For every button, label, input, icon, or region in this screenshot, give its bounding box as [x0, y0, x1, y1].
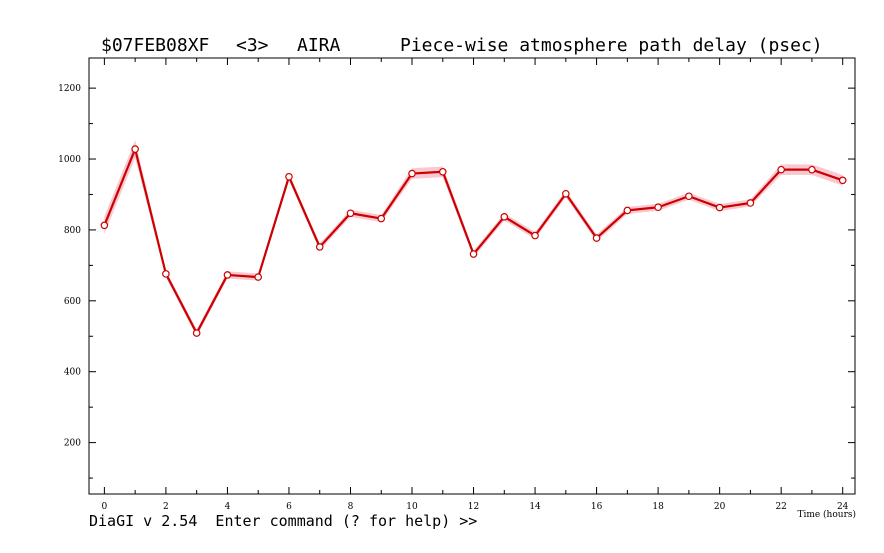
x-tick-label: 12	[468, 502, 479, 512]
data-point	[254, 273, 262, 281]
y-tick-label: 1200	[58, 84, 81, 94]
data-point	[654, 203, 662, 212]
x-tick-label: 2	[163, 502, 169, 512]
session-label: $07FEB08XF	[101, 35, 210, 56]
error-band	[104, 140, 843, 337]
x-tick-label: 22	[775, 502, 786, 512]
x-tick-label: 8	[348, 502, 354, 512]
index-label: <3>	[236, 35, 269, 56]
data-point	[715, 203, 724, 212]
data-point	[531, 231, 539, 240]
data-point	[438, 167, 447, 176]
station-label: AIRA	[297, 35, 341, 56]
data-point	[408, 169, 416, 178]
y-tick-label: 400	[64, 368, 81, 378]
x-tick-label: 14	[529, 502, 541, 512]
data-point	[285, 172, 293, 181]
data-point	[346, 209, 355, 218]
series-line	[103, 147, 844, 335]
y-tick-label: 1000	[58, 155, 81, 165]
x-tick-label: 24	[837, 502, 849, 512]
y-tick-label: 200	[64, 439, 81, 449]
data-point	[685, 192, 693, 201]
x-tick-label: 6	[286, 502, 292, 512]
x-tick-label: 0	[102, 502, 108, 512]
plot-title: Piece-wise atmosphere path delay (psec)	[400, 35, 823, 56]
y-tick-label: 800	[64, 226, 81, 236]
data-point	[469, 250, 478, 258]
data-point	[623, 206, 632, 215]
plot-frame	[88, 57, 856, 495]
data-point	[131, 145, 139, 153]
data-point	[746, 199, 755, 207]
x-tick-label: 4	[225, 502, 231, 512]
data-point	[838, 176, 847, 185]
data-point	[192, 329, 201, 337]
data-point	[592, 234, 601, 242]
data-point	[562, 189, 570, 198]
data-point	[162, 270, 170, 278]
command-prompt[interactable]: DiaGI v 2.54 Enter command (? for help) …	[89, 512, 478, 530]
data-point	[377, 214, 386, 223]
y-tick-label: 600	[64, 297, 81, 307]
data-point	[500, 213, 509, 221]
data-point	[777, 165, 785, 174]
x-axis-label: Time (hours)	[797, 509, 856, 520]
data-point	[808, 165, 816, 174]
x-tick-label: 16	[591, 502, 603, 512]
data-point	[315, 243, 324, 251]
x-tick-label: 10	[406, 502, 418, 512]
data-point	[223, 271, 232, 279]
x-tick-label: 20	[714, 502, 726, 512]
data-point	[100, 221, 109, 230]
x-tick-label: 18	[652, 502, 664, 512]
